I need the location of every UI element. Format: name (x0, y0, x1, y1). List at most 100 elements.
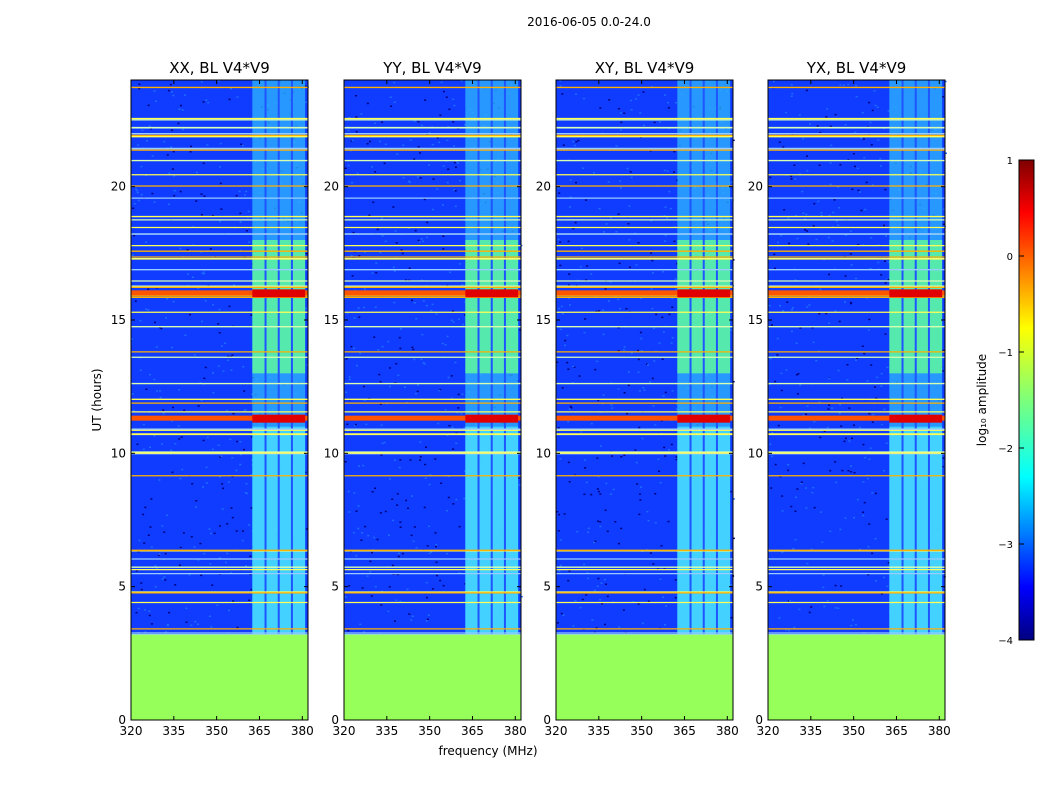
noise-dot (434, 458, 437, 460)
noise-dot (788, 629, 791, 632)
noise-dot (884, 188, 887, 191)
noise-dot (563, 513, 566, 515)
noise-dot (395, 599, 398, 601)
noise-dot (394, 382, 397, 384)
noise-dot (867, 478, 869, 480)
noise-dot (819, 288, 822, 290)
noise-dot (396, 153, 399, 155)
noise-dot (670, 443, 673, 446)
noise-dot (825, 116, 828, 118)
noise-dot (785, 629, 788, 631)
noise-dot (617, 350, 620, 352)
noise-dot (854, 165, 856, 168)
noise-dot (875, 580, 878, 582)
noise-dot (559, 328, 562, 331)
noise-dot (664, 391, 667, 394)
noise-dot (166, 624, 169, 627)
noise-dot (643, 389, 646, 391)
noise-dot (250, 400, 253, 402)
noise-dot (618, 626, 621, 628)
noise-dot (134, 300, 137, 302)
noise-dot (559, 80, 562, 82)
noise-dot (160, 327, 163, 330)
noise-dot (245, 230, 248, 232)
noise-dot (629, 99, 632, 102)
noise-dot (629, 171, 632, 173)
colorbar-tick-label: −1 (998, 348, 1013, 359)
noise-dot (791, 307, 794, 309)
noise-dot (379, 251, 382, 254)
noise-dot (145, 241, 148, 243)
no-data-region (556, 634, 733, 720)
noise-dot (380, 454, 383, 456)
noise-dot (450, 319, 453, 321)
noise-dot (850, 465, 853, 467)
noise-dot (820, 211, 823, 214)
noise-dot (787, 464, 790, 466)
noise-dot (219, 476, 222, 478)
noise-dot (398, 552, 400, 555)
noise-dot (156, 567, 158, 569)
noise-dot (837, 186, 840, 188)
noise-dot (452, 503, 455, 505)
noise-dot (206, 436, 209, 439)
noise-dot (447, 496, 450, 499)
noise-dot (567, 240, 570, 243)
noise-dot (647, 600, 650, 603)
noise-dot (942, 457, 945, 459)
noise-dot (558, 307, 560, 310)
noise-dot (796, 488, 799, 490)
noise-dot (818, 164, 821, 166)
panel-title: XY, BL V4*V9 (595, 59, 695, 77)
noise-dot (458, 572, 461, 574)
noise-dot (794, 538, 797, 541)
noise-dot (159, 390, 161, 392)
noise-dot (558, 570, 561, 572)
noise-dot (380, 604, 383, 606)
noise-dot (419, 152, 422, 154)
noise-dot (805, 487, 807, 489)
noise-dot (652, 405, 655, 407)
noise-dot (663, 446, 666, 449)
noise-dot (779, 475, 782, 478)
noise-dot (416, 390, 419, 393)
noise-dot (204, 366, 207, 369)
noise-dot (351, 182, 353, 184)
noise-dot (153, 90, 156, 92)
noise-dot (798, 608, 801, 611)
noise-dot (166, 298, 169, 300)
noise-dot (562, 614, 565, 616)
noise-dot (360, 113, 363, 115)
noise-dot (424, 463, 427, 466)
noise-dot (794, 510, 797, 512)
noise-dot (224, 342, 226, 345)
red-band-hotspot (889, 414, 943, 423)
noise-dot (640, 297, 643, 299)
noise-dot (439, 579, 442, 582)
noise-dot (558, 192, 561, 194)
noise-dot (448, 108, 451, 111)
noise-dot (391, 498, 394, 500)
panel-xy: XY, BL V4*V9 320 335 350 365 380 0 5 10 15 20 (536, 59, 739, 738)
noise-dot (408, 267, 411, 269)
noise-dot (883, 408, 886, 411)
noise-dot (165, 317, 168, 319)
noise-dot (164, 579, 167, 581)
noise-dot (170, 420, 173, 422)
noise-dot (560, 305, 563, 308)
noise-dot (414, 229, 417, 232)
noise-dot (374, 171, 377, 173)
noise-dot (806, 405, 809, 407)
noise-dot (776, 337, 779, 340)
noise-dot (874, 104, 877, 107)
noise-dot (445, 96, 448, 98)
noise-dot (805, 413, 808, 415)
noise-dot (366, 143, 369, 145)
noise-dot (248, 599, 251, 601)
noise-dot (828, 322, 831, 324)
noise-dot (455, 442, 458, 445)
noise-dot (362, 385, 365, 388)
y-tick-label: 0 (331, 713, 339, 727)
noise-dot (598, 208, 601, 210)
noise-dot (876, 106, 879, 108)
